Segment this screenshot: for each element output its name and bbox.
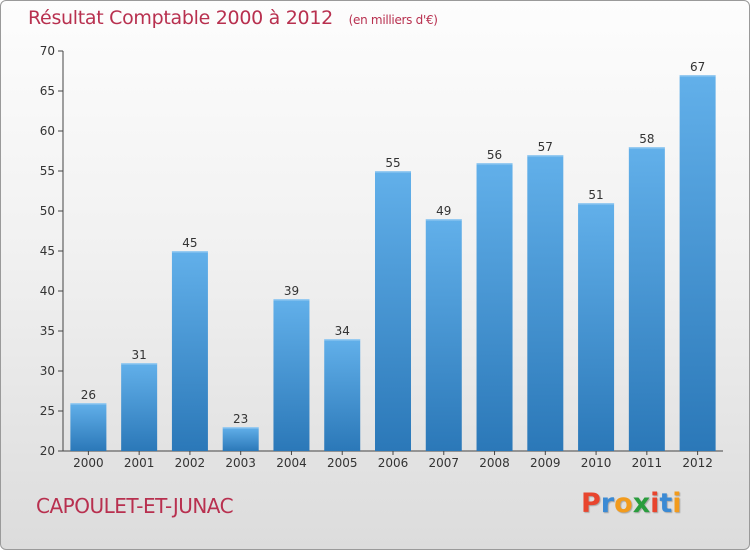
bar-highlight <box>171 251 208 253</box>
bar-2011 <box>628 147 665 451</box>
chart-title: Résultat Comptable 2000 à 2012 (en milli… <box>28 7 438 29</box>
value-label: 23 <box>233 412 248 426</box>
bar-highlight <box>222 427 259 429</box>
chart-subtitle: (en milliers d'€) <box>348 13 438 27</box>
logo-letter: x <box>632 488 651 519</box>
bar-2003 <box>222 427 259 451</box>
y-tick-label: 50 <box>40 204 55 218</box>
bar-2009 <box>527 155 564 451</box>
proxiti-logo[interactable]: Proxiti <box>581 488 682 519</box>
x-tick-label: 2000 <box>73 456 104 470</box>
bar-highlight <box>578 203 615 205</box>
bar-2010 <box>578 203 615 451</box>
bar-highlight <box>70 403 107 405</box>
y-tick-label: 30 <box>40 364 55 378</box>
x-tick-label: 2003 <box>225 456 256 470</box>
y-tick-label: 40 <box>40 284 55 298</box>
value-label: 55 <box>385 156 400 170</box>
value-label: 49 <box>436 204 451 218</box>
bar-2007 <box>425 219 462 451</box>
value-label: 58 <box>639 132 654 146</box>
bar-highlight <box>121 363 158 365</box>
bar-highlight <box>425 219 462 221</box>
x-tick-label: 2008 <box>479 456 510 470</box>
bar-highlight <box>527 155 564 157</box>
chart-title-text: Résultat Comptable 2000 à 2012 <box>28 7 333 29</box>
logo-letter: o <box>614 488 633 519</box>
bar-highlight <box>324 339 361 341</box>
bar-2002 <box>171 251 208 451</box>
logo-letter: P <box>581 488 601 519</box>
y-tick-label: 20 <box>40 444 55 458</box>
y-tick-label: 60 <box>40 124 55 138</box>
value-label: 26 <box>81 388 96 402</box>
value-label: 39 <box>284 284 299 298</box>
value-label: 51 <box>588 188 603 202</box>
logo-letter: t <box>659 488 673 519</box>
y-tick-label: 65 <box>40 84 55 98</box>
value-labels: 26 2000 31 2001 45 2002 23 2003 39 2004 34 2005 55 20… <box>73 60 713 470</box>
bar-2006 <box>375 171 411 451</box>
value-label: 57 <box>538 140 553 154</box>
y-tick-label: 45 <box>40 244 55 258</box>
x-tick-label: 2007 <box>428 456 459 470</box>
x-tick-label: 2009 <box>530 456 561 470</box>
commune-name: CAPOULET-ET-JUNAC <box>36 494 234 518</box>
x-tick-label: 2006 <box>378 456 409 470</box>
x-tick-label: 2011 <box>632 456 663 470</box>
x-tick-label: 2004 <box>276 456 307 470</box>
y-tick-label: 25 <box>40 404 55 418</box>
value-label: 45 <box>182 236 197 250</box>
y-tick-label: 35 <box>40 324 55 338</box>
bar-2001 <box>121 363 158 451</box>
bar-highlight <box>628 147 665 149</box>
bar-highlight <box>679 75 716 77</box>
bar-highlight <box>273 299 310 301</box>
logo-letter: r <box>600 488 615 519</box>
y-tick-label: 55 <box>40 164 55 178</box>
value-label: 67 <box>690 60 705 74</box>
bar-highlight <box>476 163 513 165</box>
logo-letter: i <box>650 488 660 519</box>
bar-2008 <box>476 163 513 451</box>
x-tick-label: 2002 <box>175 456 206 470</box>
value-label: 34 <box>335 324 350 338</box>
bar-highlight <box>375 171 411 173</box>
value-label: 31 <box>132 348 147 362</box>
bar-2005 <box>324 339 361 451</box>
y-tick-label: 70 <box>40 44 55 58</box>
logo-letter: i <box>672 488 682 519</box>
value-label: 56 <box>487 148 502 162</box>
x-tick-label: 2001 <box>124 456 155 470</box>
bars <box>70 75 716 451</box>
bar-2012 <box>679 75 716 451</box>
x-tick-label: 2012 <box>682 456 713 470</box>
bar-2004 <box>273 299 310 451</box>
bar-2000 <box>70 403 107 451</box>
x-tick-label: 2005 <box>327 456 358 470</box>
x-tick-label: 2010 <box>581 456 612 470</box>
